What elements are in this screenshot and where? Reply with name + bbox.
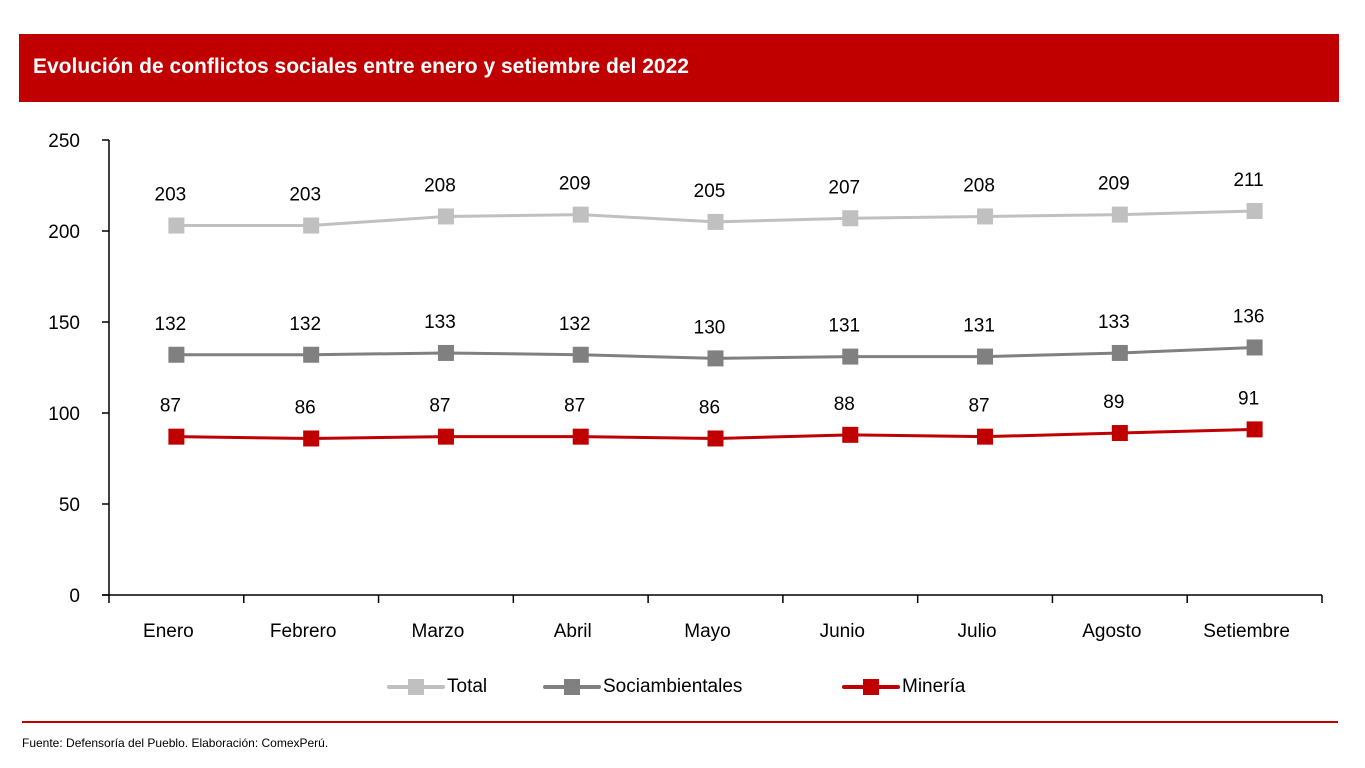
x-tick-label: Agosto xyxy=(1082,621,1141,642)
footer-divider xyxy=(22,721,1338,723)
data-point-total xyxy=(977,208,994,225)
data-point-sociambientales xyxy=(168,346,185,363)
legend-label-total: Total xyxy=(447,676,488,697)
data-point-sociambientales xyxy=(977,348,994,365)
x-tick-label: Mayo xyxy=(684,621,730,642)
data-label-total: 203 xyxy=(289,185,321,206)
data-label-mineria: 87 xyxy=(429,396,450,417)
data-point-sociambientales xyxy=(707,350,724,367)
data-point-total xyxy=(168,217,185,234)
data-label-total: 211 xyxy=(1233,170,1263,191)
data-label-total: 209 xyxy=(559,174,591,195)
data-point-mineria xyxy=(303,430,320,447)
x-tick-label: Marzo xyxy=(412,621,465,642)
chart-title: Evolución de conflictos sociales entre e… xyxy=(33,55,689,78)
legend-symbol-total-icon xyxy=(387,674,445,700)
data-label-mineria: 91 xyxy=(1238,388,1259,409)
data-label-total: 205 xyxy=(694,181,726,202)
legend-item-total: Total xyxy=(387,674,487,700)
data-point-sociambientales xyxy=(572,346,589,363)
data-label-mineria: 86 xyxy=(699,397,720,418)
data-point-mineria xyxy=(707,430,724,447)
data-point-mineria xyxy=(1111,425,1128,442)
data-label-mineria: 87 xyxy=(968,396,989,417)
data-label-sociambientales: 131 xyxy=(828,316,860,337)
data-point-total xyxy=(1246,202,1263,219)
data-label-total: 203 xyxy=(155,185,187,206)
data-point-sociambientales xyxy=(842,348,859,365)
x-tick-label: Abril xyxy=(554,621,592,642)
data-label-sociambientales: 133 xyxy=(424,312,456,333)
data-label-sociambientales: 136 xyxy=(1233,306,1265,327)
x-tick-label: Febrero xyxy=(270,621,337,642)
data-label-sociambientales: 132 xyxy=(559,314,591,335)
data-point-sociambientales xyxy=(1111,344,1128,361)
y-tick-label: 150 xyxy=(48,313,80,334)
legend-label-mineria: Minería xyxy=(902,676,966,697)
data-point-mineria xyxy=(977,428,994,445)
data-point-mineria xyxy=(842,426,859,443)
legend-item-mineria: Minería xyxy=(842,674,965,700)
x-tick-label: Julio xyxy=(958,621,997,642)
data-point-total xyxy=(1111,206,1128,223)
x-tick-label: Junio xyxy=(820,621,865,642)
y-tick-label: 50 xyxy=(59,495,80,516)
data-label-total: 207 xyxy=(828,177,860,198)
y-tick-label: 100 xyxy=(48,404,80,425)
data-point-sociambientales xyxy=(303,346,320,363)
data-point-sociambientales xyxy=(1246,339,1263,356)
data-label-sociambientales: 132 xyxy=(155,314,187,335)
x-tick-label: Setiembre xyxy=(1203,621,1290,642)
data-label-total: 208 xyxy=(424,175,456,196)
data-label-mineria: 86 xyxy=(295,397,316,418)
legend-label-sociambientales: Sociambientales xyxy=(603,676,743,697)
data-point-total xyxy=(572,206,589,223)
y-tick-label: 250 xyxy=(48,131,80,152)
data-label-mineria: 87 xyxy=(564,396,585,417)
data-point-total xyxy=(842,210,859,227)
y-tick-label: 200 xyxy=(48,222,80,243)
legend-symbol-mineria-icon xyxy=(842,674,900,700)
data-label-mineria: 87 xyxy=(160,396,181,417)
legend-item-sociambientales: Sociambientales xyxy=(543,674,742,700)
series-mineria: 87 86 87 87 86 88 87 89 91 xyxy=(160,388,1263,447)
data-point-mineria xyxy=(437,428,454,445)
data-point-total xyxy=(303,217,320,234)
data-label-total: 209 xyxy=(1098,174,1130,195)
data-label-mineria: 89 xyxy=(1103,392,1124,413)
data-point-mineria xyxy=(572,428,589,445)
data-point-total xyxy=(437,208,454,225)
legend-symbol-sociambientales-icon xyxy=(543,674,601,700)
x-tick-label: Enero xyxy=(143,621,194,642)
data-point-mineria xyxy=(1246,421,1263,438)
source-note: Fuente: Defensoría del Pueblo. Elaboraci… xyxy=(22,736,329,750)
data-label-mineria: 88 xyxy=(834,394,855,415)
y-tick-label: 0 xyxy=(69,586,80,607)
data-label-sociambientales: 131 xyxy=(963,316,995,337)
data-label-sociambientales: 132 xyxy=(289,314,321,335)
series-sociambientales: 132 132 133 132 130 131 131 133 136 xyxy=(155,306,1265,367)
data-label-sociambientales: 130 xyxy=(694,317,726,338)
data-label-sociambientales: 133 xyxy=(1098,312,1130,333)
legend: Total Sociambientales Minería xyxy=(0,674,1365,700)
data-point-total xyxy=(707,213,724,230)
data-label-total: 208 xyxy=(963,175,995,196)
title-bar: Evolución de conflictos sociales entre e… xyxy=(19,34,1339,102)
data-point-sociambientales xyxy=(437,344,454,361)
data-point-mineria xyxy=(168,428,185,445)
series-total: 203 203 208 209 205 207 208 209 211 xyxy=(155,170,1264,234)
